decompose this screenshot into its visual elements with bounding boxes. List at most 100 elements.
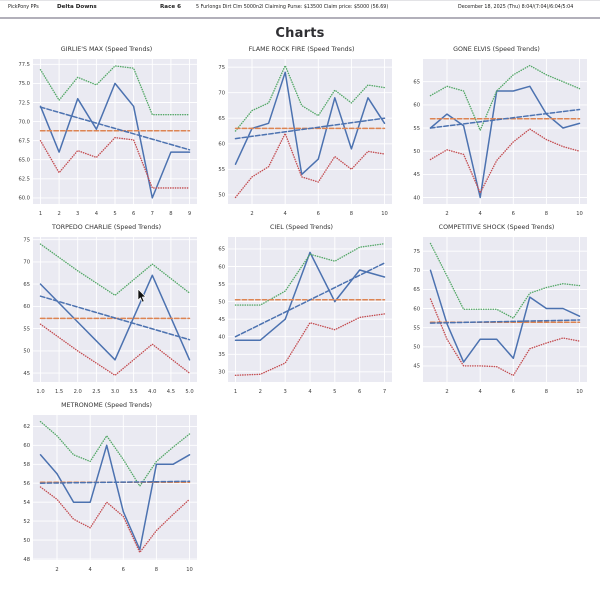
svg-text:6: 6	[121, 567, 124, 573]
svg-text:4: 4	[283, 211, 287, 217]
svg-text:5: 5	[333, 389, 336, 395]
svg-text:10: 10	[186, 567, 193, 573]
svg-text:1.5: 1.5	[54, 389, 62, 395]
charts-row-1: GIRLIE'S MAX (Speed Trends) 60.0 62.5 65.0…	[9, 44, 600, 222]
svg-text:40: 40	[218, 335, 225, 341]
svg-text:1: 1	[233, 389, 236, 395]
svg-text:75: 75	[413, 249, 420, 255]
svg-text:65: 65	[218, 247, 225, 253]
svg-text:50: 50	[218, 299, 225, 305]
svg-text:2: 2	[445, 211, 448, 217]
charts-row-3: METRONOME (Speed Trends) 48 50 52 54 56 58 60 6…	[9, 400, 600, 578]
track-name: Delta Downs	[57, 4, 97, 10]
svg-text:58: 58	[23, 462, 30, 468]
charts-row-2: TORPEDO CHARLIE (Speed Trends) 45 50 55 60 6…	[9, 222, 600, 400]
svg-text:2: 2	[55, 567, 58, 573]
svg-text:2: 2	[258, 389, 261, 395]
chart-plot-flame-rock-fire: 50 55 60 65 70 75 2 4 6 8 10	[218, 59, 392, 217]
svg-text:75.0: 75.0	[18, 81, 30, 87]
chart-card-gone-elvis: GONE ELVIS (Speed Trends) 40 45 50 55 60 65 2 4…	[399, 44, 594, 222]
svg-text:70: 70	[413, 268, 420, 274]
svg-text:8: 8	[169, 211, 172, 217]
svg-text:55: 55	[218, 167, 225, 173]
svg-text:8: 8	[349, 211, 352, 217]
svg-text:2: 2	[57, 211, 60, 217]
header-divider	[0, 17, 600, 19]
svg-text:55: 55	[413, 326, 420, 332]
svg-text:6: 6	[511, 211, 514, 217]
svg-text:4: 4	[478, 389, 482, 395]
chart-card-girlies-max: GIRLIE'S MAX (Speed Trends) 60.0 62.5 65.0…	[9, 44, 204, 222]
svg-text:10: 10	[576, 211, 583, 217]
svg-text:7: 7	[150, 211, 153, 217]
svg-text:70: 70	[23, 260, 30, 266]
svg-text:60: 60	[218, 142, 225, 148]
svg-text:35: 35	[218, 352, 225, 358]
brand-label: PickPony PPs	[8, 5, 39, 10]
svg-text:6: 6	[358, 389, 361, 395]
svg-text:3: 3	[283, 389, 286, 395]
chart-card-flame-rock-fire: FLAME ROCK FIRE (Speed Trends) 50 55 60 65 7…	[204, 44, 399, 222]
svg-text:9: 9	[187, 211, 190, 217]
chart-plot-competitive-shock: 45 50 55 60 65 70 75 2 4 6 8 10	[413, 237, 587, 395]
svg-text:72.5: 72.5	[18, 100, 30, 106]
svg-text:48: 48	[23, 557, 30, 563]
svg-text:45: 45	[413, 172, 420, 178]
svg-text:50: 50	[23, 349, 30, 355]
svg-text:50: 50	[218, 193, 225, 199]
svg-text:60: 60	[413, 103, 420, 109]
chart-card-competitive-shock: COMPETITIVE SHOCK (Speed Trends) 45 50 55 6…	[399, 222, 594, 400]
svg-text:1.0: 1.0	[36, 389, 44, 395]
svg-text:4: 4	[308, 389, 312, 395]
svg-text:45: 45	[413, 364, 420, 370]
svg-text:56: 56	[23, 481, 30, 487]
svg-text:65: 65	[218, 116, 225, 122]
svg-text:70: 70	[218, 91, 225, 97]
svg-text:60: 60	[23, 443, 30, 449]
svg-text:60.0: 60.0	[18, 196, 30, 202]
svg-text:5: 5	[113, 211, 116, 217]
chart-title: METRONOME (Speed Trends)	[61, 402, 152, 409]
svg-text:3: 3	[76, 211, 79, 217]
charts-grid: GIRLIE'S MAX (Speed Trends) 60.0 62.5 65.0…	[0, 44, 600, 578]
svg-text:60: 60	[218, 264, 225, 270]
svg-text:4.5: 4.5	[166, 389, 174, 395]
svg-text:62: 62	[23, 424, 30, 430]
chart-title: TORPEDO CHARLIE (Speed Trends)	[51, 224, 162, 231]
svg-text:65: 65	[413, 287, 420, 293]
svg-text:45: 45	[23, 371, 30, 377]
header-bar: PickPony PPs Delta Downs Race 6 5 Furlon…	[0, 0, 600, 17]
svg-text:6: 6	[316, 211, 319, 217]
chart-title: COMPETITIVE SHOCK (Speed Trends)	[438, 224, 555, 231]
svg-text:10: 10	[576, 389, 583, 395]
svg-text:50: 50	[413, 149, 420, 155]
svg-text:4: 4	[94, 211, 98, 217]
chart-title: CIEL (Speed Trends)	[270, 224, 333, 231]
svg-text:55: 55	[23, 326, 30, 332]
svg-text:52: 52	[23, 519, 30, 525]
svg-text:65: 65	[413, 80, 420, 86]
svg-text:4: 4	[478, 211, 482, 217]
chart-title: GIRLIE'S MAX (Speed Trends)	[60, 46, 153, 53]
svg-text:8: 8	[544, 389, 547, 395]
svg-text:1: 1	[38, 211, 41, 217]
svg-text:2.0: 2.0	[73, 389, 81, 395]
race-number: Race 6	[160, 4, 182, 10]
svg-text:77.5: 77.5	[18, 62, 30, 68]
mouse-cursor-icon	[137, 289, 147, 303]
chart-card-torpedo-charlie: TORPEDO CHARLIE (Speed Trends) 45 50 55 60 6…	[9, 222, 204, 400]
svg-text:54: 54	[23, 500, 30, 506]
page-title: Charts	[275, 26, 325, 41]
svg-text:50: 50	[23, 538, 30, 544]
svg-text:6: 6	[131, 211, 134, 217]
svg-text:67.5: 67.5	[18, 139, 30, 145]
svg-text:70.0: 70.0	[18, 119, 30, 125]
race-datetime: December 18, 2025 (Thu) 8:04/(7:04)/6:04…	[458, 5, 574, 10]
svg-text:75: 75	[218, 65, 225, 71]
svg-text:4.0: 4.0	[148, 389, 156, 395]
svg-text:8: 8	[544, 211, 547, 217]
svg-text:2: 2	[445, 389, 448, 395]
svg-text:10: 10	[381, 211, 388, 217]
chart-plot-gone-elvis: 40 45 50 55 60 65 2 4 6 8 10	[413, 59, 587, 217]
